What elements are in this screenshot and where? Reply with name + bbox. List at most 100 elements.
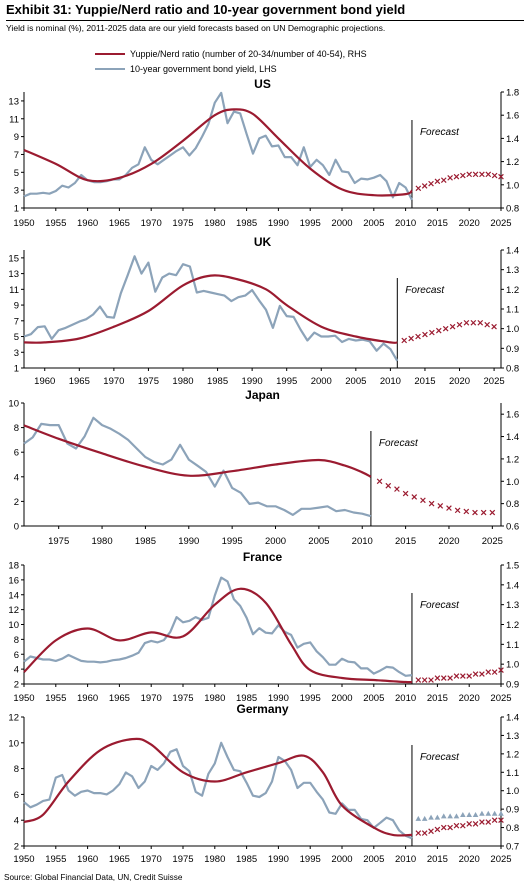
x-tick-label: 2020 xyxy=(459,218,480,229)
x-tick-label: 1965 xyxy=(109,693,130,704)
forecast-ratio-point xyxy=(498,173,504,180)
y-left-tick-label: 9 xyxy=(14,132,19,143)
x-tick-label: 1980 xyxy=(204,693,225,704)
y-left-tick-label: 4 xyxy=(14,816,19,827)
x-tick-label: 1985 xyxy=(207,376,228,387)
exhibit-title: Exhibit 31: Yuppie/Nerd ratio and 10-yea… xyxy=(6,2,406,17)
chart-title: UK xyxy=(254,235,272,249)
forecast-ratio-point xyxy=(479,819,485,825)
forecast-ratio-point xyxy=(421,677,428,683)
x-tick-label: 1985 xyxy=(236,218,257,229)
forecast-ratio-point xyxy=(480,509,487,516)
x-tick-label: 2015 xyxy=(427,693,448,704)
forecast-label: Forecast xyxy=(420,752,460,763)
x-tick-label: 2020 xyxy=(459,693,480,704)
forecast-ratio-point xyxy=(498,817,504,824)
forecast-ratio-point xyxy=(422,331,428,338)
ratio-series-line xyxy=(23,108,413,197)
x-tick-label: 2025 xyxy=(482,536,503,547)
y-right-tick-label: 1.5 xyxy=(506,561,519,572)
y-right-tick-label: 0.7 xyxy=(506,842,519,853)
y-right-tick-label: 1.1 xyxy=(506,640,519,651)
y-left-tick-label: 8 xyxy=(14,423,19,434)
forecast-ratio-point xyxy=(466,821,473,827)
x-tick-label: 1965 xyxy=(109,218,130,229)
forecast-ratio-point xyxy=(442,325,449,332)
y-right-tick-label: 0.6 xyxy=(506,522,519,533)
y-left-tick-label: 3 xyxy=(14,186,19,197)
forecast-ratio-point xyxy=(460,172,466,179)
forecast-ratio-point xyxy=(447,675,453,681)
x-tick-label: 1980 xyxy=(172,376,193,387)
chart-title: Germany xyxy=(236,702,288,716)
chart-germany: Germany 1950 1955 1960 1965 1970 1975 1980 1985 1… xyxy=(8,702,519,865)
x-tick-label: 1985 xyxy=(236,854,257,865)
chart-legend: Yuppie/Nerd ratio (number of 20-34/numbe… xyxy=(95,46,367,76)
y-left-tick-label: 6 xyxy=(14,448,19,459)
forecast-ratio-point xyxy=(491,817,498,824)
x-tick-label: 2005 xyxy=(345,376,366,387)
forecast-ratio-point xyxy=(470,319,477,326)
forecast-ratio-point xyxy=(437,503,444,509)
y-left-tick-label: 5 xyxy=(14,332,19,343)
yield-series-line xyxy=(23,741,413,840)
forecast-ratio-point xyxy=(376,478,383,485)
forecast-ratio-point xyxy=(429,329,435,336)
yield-series-line xyxy=(23,576,413,677)
forecast-yield-point xyxy=(447,813,453,819)
yield-series-line xyxy=(23,416,372,518)
ratio-series-line xyxy=(23,587,413,684)
x-tick-label: 1960 xyxy=(34,376,55,387)
x-tick-label: 1990 xyxy=(268,854,289,865)
y-left-tick-label: 2 xyxy=(14,497,19,508)
y-left-tick-label: 1 xyxy=(14,204,19,215)
forecast-ratio-point xyxy=(454,507,461,514)
forecast-label: Forecast xyxy=(405,285,445,296)
x-tick-label: 2015 xyxy=(395,536,416,547)
x-tick-label: 2025 xyxy=(490,218,511,229)
x-tick-label: 1975 xyxy=(138,376,159,387)
forecast-ratio-point xyxy=(415,185,422,192)
forecast-ratio-point xyxy=(453,173,460,180)
forecast-ratio-point xyxy=(479,671,485,677)
y-left-tick-label: 6 xyxy=(14,790,19,801)
x-tick-label: 2015 xyxy=(427,854,448,865)
x-tick-label: 2005 xyxy=(308,536,329,547)
x-tick-label: 1970 xyxy=(141,218,162,229)
y-right-tick-label: 1.2 xyxy=(506,157,519,168)
ratio-series-line xyxy=(23,737,413,837)
x-tick-label: 1960 xyxy=(77,693,98,704)
y-left-tick-label: 13 xyxy=(8,96,19,107)
x-tick-label: 2005 xyxy=(363,693,384,704)
x-tick-label: 1975 xyxy=(172,218,193,229)
y-left-tick-label: 9 xyxy=(14,301,19,312)
legend-label-yield: 10-year government bond yield, LHS xyxy=(130,63,277,74)
legend-swatch-yield xyxy=(95,67,125,70)
forecast-label: Forecast xyxy=(420,600,460,611)
forecast-ratio-point xyxy=(477,319,484,326)
y-right-tick-label: 1.3 xyxy=(506,600,519,611)
x-tick-label: 1955 xyxy=(45,854,66,865)
x-tick-label: 2020 xyxy=(449,376,470,387)
forecast-ratio-point xyxy=(415,333,421,340)
y-right-tick-label: 0.9 xyxy=(506,805,519,816)
x-tick-label: 1995 xyxy=(300,693,321,704)
y-left-tick-label: 5 xyxy=(14,168,19,179)
source-note: Source: Global Financial Data, UN, Credi… xyxy=(4,873,183,882)
forecast-ratio-point xyxy=(447,824,453,831)
title-rule xyxy=(6,20,524,21)
x-tick-label: 1990 xyxy=(242,376,263,387)
forecast-ratio-point xyxy=(415,677,422,683)
forecast-ratio-point xyxy=(428,677,434,683)
forecast-ratio-point xyxy=(385,482,392,489)
x-tick-label: 1980 xyxy=(91,536,112,547)
x-tick-label: 1950 xyxy=(13,854,34,865)
forecast-ratio-point xyxy=(466,171,473,178)
y-left-tick-label: 8 xyxy=(14,635,19,646)
x-tick-label: 2010 xyxy=(395,854,416,865)
chart-france: France 1950 1955 1960 1965 1970 1975 1980 1985 19… xyxy=(8,550,519,704)
y-right-tick-label: 0.9 xyxy=(506,680,519,691)
x-tick-label: 1960 xyxy=(77,854,98,865)
